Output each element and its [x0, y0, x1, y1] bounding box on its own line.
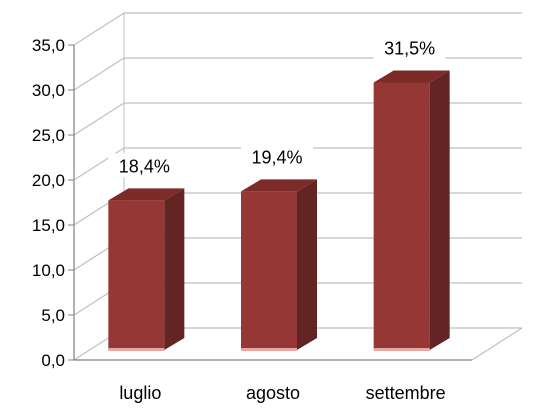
y-tick-label: 15,0	[32, 216, 65, 235]
bar	[241, 179, 317, 351]
bar-top	[241, 179, 317, 192]
y-tick-labels: 0,0 5,0 10,0 15,0 20,0 25,0 30,0 35,0	[32, 36, 65, 370]
bar-side	[297, 179, 317, 350]
gridline-diagonal	[73, 12, 125, 46]
data-label-bg	[373, 35, 446, 60]
y-tick-label: 30,0	[32, 81, 65, 100]
bar	[108, 188, 185, 351]
y-tick-label: 0,0	[41, 351, 65, 370]
category-label: luglio	[119, 383, 161, 403]
data-label-bg	[108, 153, 181, 178]
bar-side	[429, 70, 450, 350]
bar-front	[373, 82, 430, 350]
bar-base	[108, 348, 165, 351]
category-label: agosto	[246, 383, 300, 403]
data-labels: 18,4% 19,4% 31,5%	[108, 35, 446, 178]
y-tick-label: 25,0	[32, 126, 65, 145]
bar-base	[373, 348, 430, 351]
category-labels: luglio agosto settembre	[119, 383, 445, 403]
y-tick-label: 35,0	[32, 36, 65, 55]
axes	[68, 44, 472, 361]
gridline-diagonal	[73, 57, 125, 91]
gridline-diagonal	[73, 147, 125, 181]
data-label: 31,5%	[384, 39, 435, 59]
data-label: 19,4%	[251, 147, 302, 167]
y-tick-label: 5,0	[41, 306, 65, 325]
bar-side	[164, 188, 185, 350]
bar-front	[241, 191, 297, 350]
bar-base	[241, 348, 297, 351]
category-label: settembre	[366, 383, 446, 403]
gridline-diagonal	[73, 102, 125, 136]
y-tick-label: 10,0	[32, 261, 65, 280]
y-tick-label: 20,0	[32, 171, 65, 190]
bars	[108, 70, 450, 351]
bar-top	[373, 70, 450, 83]
floor-right-edge	[471, 327, 523, 361]
bar	[373, 70, 450, 351]
data-label: 18,4%	[119, 156, 170, 176]
data-label-bg	[241, 144, 313, 169]
bar-front	[108, 200, 165, 350]
bar-top	[108, 188, 185, 201]
